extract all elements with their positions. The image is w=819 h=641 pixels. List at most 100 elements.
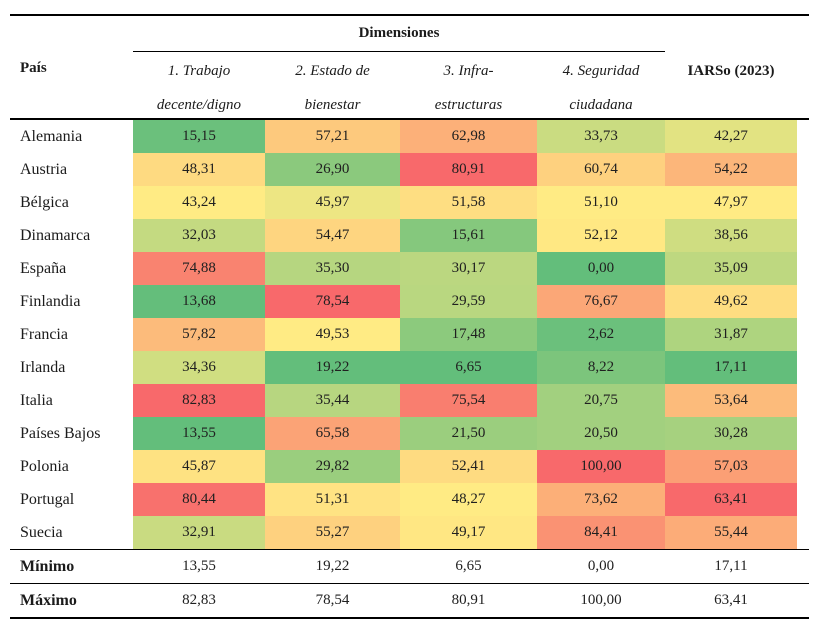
country-label: Portugal [10,483,133,516]
table-row-alemania: Alemania 15,15 57,21 62,98 33,73 42,27 [10,120,809,153]
value-cell: 45,87 [133,450,265,483]
country-label: Finlandia [10,285,133,318]
summary-value-cell: 6,65 [400,550,537,583]
table-row-belgica: Bélgica 43,24 45,97 51,58 51,10 47,97 [10,186,809,219]
column-header-trabajo: 1. Trabajo decente/digno [133,52,265,118]
country-label: Francia [10,318,133,351]
value-cell: 32,91 [133,516,265,549]
table-row-francia: Francia 57,82 49,53 17,48 2,62 31,87 [10,318,809,351]
value-cell: 30,17 [400,252,537,285]
value-cell: 60,74 [537,153,665,186]
summary-value-cell: 0,00 [537,550,665,583]
table-bottom-rule [10,617,809,619]
column-header-seguridad: 4. Seguridad ciudadana [537,52,665,118]
summary-label: Máximo [10,584,133,617]
value-cell: 47,97 [665,186,797,219]
value-cell: 13,55 [133,417,265,450]
table-row-polonia: Polonia 45,87 29,82 52,41 100,00 57,03 [10,450,809,483]
value-cell: 75,54 [400,384,537,417]
summary-value-cell: 82,83 [133,584,265,617]
value-cell: 53,64 [665,384,797,417]
table-row-italia: Italia 82,83 35,44 75,54 20,75 53,64 [10,384,809,417]
table-row-espana: España 74,88 35,30 30,17 0,00 35,09 [10,252,809,285]
dimensions-header-row: Dimensiones [10,16,809,52]
value-cell: 54,22 [665,153,797,186]
value-cell: 20,50 [537,417,665,450]
value-cell: 62,98 [400,120,537,153]
value-cell: 43,24 [133,186,265,219]
table-row-dinamarca: Dinamarca 32,03 54,47 15,61 52,12 38,56 [10,219,809,252]
value-cell: 33,73 [537,120,665,153]
table-row-portugal: Portugal 80,44 51,31 48,27 73,62 63,41 [10,483,809,516]
summary-value-cell: 13,55 [133,550,265,583]
value-cell: 82,83 [133,384,265,417]
value-cell: 35,30 [265,252,400,285]
value-cell: 54,47 [265,219,400,252]
column-header-line2: ciudadana [569,97,633,113]
table-row-suecia: Suecia 32,91 55,27 49,17 84,41 55,44 [10,516,809,549]
table-body: Alemania 15,15 57,21 62,98 33,73 42,27 A… [10,118,809,619]
value-cell: 63,41 [665,483,797,516]
value-cell: 51,31 [265,483,400,516]
value-cell: 73,62 [537,483,665,516]
value-cell: 21,50 [400,417,537,450]
country-label: España [10,252,133,285]
value-cell: 42,27 [665,120,797,153]
value-cell: 49,17 [400,516,537,549]
value-cell: 55,44 [665,516,797,549]
value-cell: 15,15 [133,120,265,153]
value-cell: 45,97 [265,186,400,219]
table-row-finlandia: Finlandia 13,68 78,54 29,59 76,67 49,62 [10,285,809,318]
value-cell: 52,41 [400,450,537,483]
value-cell: 13,68 [133,285,265,318]
value-cell: 49,62 [665,285,797,318]
summary-value-cell: 78,54 [265,584,400,617]
dimensions-header-underline: Dimensiones [133,16,665,52]
value-cell: 20,75 [537,384,665,417]
column-header-line1: 1. Trabajo [167,63,231,79]
table-row-irlanda: Irlanda 34,36 19,22 6,65 8,22 17,11 [10,351,809,384]
summary-value-cell: 100,00 [537,584,665,617]
column-header-infraestructuras: 3. Infra- estructuras [400,52,537,118]
value-cell: 34,36 [133,351,265,384]
value-cell: 35,09 [665,252,797,285]
value-cell: 52,12 [537,219,665,252]
value-cell: 57,21 [265,120,400,153]
value-cell: 26,90 [265,153,400,186]
country-label: Polonia [10,450,133,483]
value-cell: 65,58 [265,417,400,450]
summary-value-cell: 63,41 [665,584,797,617]
value-cell: 48,31 [133,153,265,186]
table-row-maximo: Máximo 82,83 78,54 80,91 100,00 63,41 [10,583,809,617]
value-cell: 76,67 [537,285,665,318]
value-cell: 100,00 [537,450,665,483]
value-cell: 17,11 [665,351,797,384]
column-header-line1: 2. Estado de [295,63,370,79]
value-cell: 48,27 [400,483,537,516]
value-cell: 29,59 [400,285,537,318]
column-headers-row: País 1. Trabajo decente/digno 2. Estado … [10,52,809,118]
heatmap-table: Dimensiones País 1. Trabajo decente/dign… [10,14,809,619]
value-cell: 32,03 [133,219,265,252]
value-cell: 15,61 [400,219,537,252]
table-row-minimo: Mínimo 13,55 19,22 6,65 0,00 17,11 [10,549,809,583]
table-row-paises-bajos: Países Bajos 13,55 65,58 21,50 20,50 30,… [10,417,809,450]
summary-value-cell: 19,22 [265,550,400,583]
country-label: Alemania [10,120,133,153]
column-header-iarso: IARSo (2023) [687,63,775,79]
value-cell: 29,82 [265,450,400,483]
column-header-bienestar: 2. Estado de bienestar [265,52,400,118]
value-cell: 74,88 [133,252,265,285]
value-cell: 38,56 [665,219,797,252]
summary-label: Mínimo [10,550,133,583]
column-header-line2: estructuras [434,97,503,113]
summary-value-cell: 80,91 [400,584,537,617]
value-cell: 57,82 [133,318,265,351]
column-header-line2: decente/digno [156,97,242,113]
value-cell: 0,00 [537,252,665,285]
summary-value-cell: 17,11 [665,550,797,583]
country-label: Suecia [10,516,133,549]
value-cell: 2,62 [537,318,665,351]
value-cell: 84,41 [537,516,665,549]
